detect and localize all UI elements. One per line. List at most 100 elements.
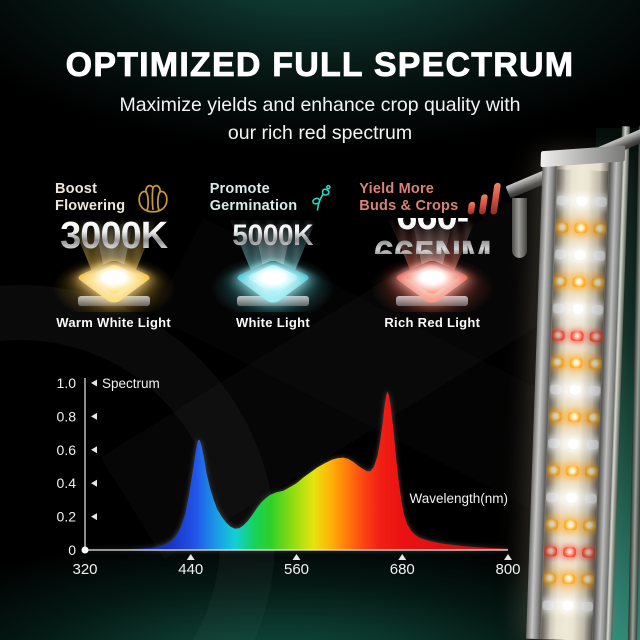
svg-text:Spectrum: Spectrum — [102, 376, 160, 391]
warm-led — [574, 223, 588, 234]
feature-heading: Yield More Buds & Crops — [353, 178, 512, 218]
red-led — [543, 546, 558, 557]
feature-label: Boost Flowering — [55, 181, 125, 215]
led-bar — [526, 145, 626, 640]
warm-led — [553, 276, 567, 287]
led-light-bar-photo — [490, 0, 640, 640]
led-row-white — [552, 303, 604, 316]
warm-led — [561, 573, 576, 585]
warm-led — [548, 411, 562, 422]
led-row-warm — [555, 222, 607, 235]
warm-led — [565, 465, 580, 477]
white-led — [566, 438, 581, 450]
red-led — [570, 330, 584, 342]
led-row-warm — [546, 465, 599, 478]
page-subtitle: Maximize yields and enhance crop quality… — [0, 92, 640, 147]
svg-text:1.0: 1.0 — [57, 375, 77, 391]
spectrum-chart: 0 0.2 0.4 0.6 0.8 1.0 320 440 560 680 800 Spectrum W… — [40, 362, 526, 614]
svg-text:0: 0 — [68, 542, 76, 558]
led-row-white — [556, 195, 608, 208]
warm-led — [546, 465, 561, 476]
white-led — [549, 384, 563, 395]
origin-dot — [81, 546, 89, 554]
warm-led — [586, 412, 600, 424]
white-led — [568, 384, 582, 396]
svg-text:0.6: 0.6 — [57, 442, 77, 458]
svg-text:560: 560 — [284, 561, 309, 578]
led-row-red — [543, 546, 596, 558]
warm-led — [584, 466, 599, 478]
led-row-red — [551, 330, 603, 343]
warm-led — [582, 520, 597, 531]
rising-bars-icon — [468, 182, 502, 215]
svg-text:Wavelength(nm): Wavelength(nm) — [409, 491, 508, 506]
warm-led — [544, 519, 559, 530]
feature-warm-white-3000k: Boost Flowering 3000K — [34, 178, 193, 330]
white-led — [594, 196, 608, 208]
svg-text:440: 440 — [178, 561, 203, 578]
svg-text:0.2: 0.2 — [57, 509, 77, 525]
feature-red-660nm: Yield More Buds & Crops 66 — [353, 178, 512, 330]
red-led — [589, 331, 603, 343]
feature-label: Yield More Buds & Crops — [359, 181, 458, 215]
chip-caption: White Light — [235, 315, 311, 330]
feature-label: Promote Germination — [210, 181, 298, 215]
warm-led — [567, 411, 581, 423]
feature-white-5000k: Promote Germination 5000K — [193, 178, 352, 330]
white-led — [556, 195, 570, 206]
white-led — [545, 492, 560, 503]
warm-led — [550, 357, 564, 368]
white-led — [554, 249, 568, 260]
feature-label-line2: Germination — [209, 198, 298, 214]
spectrum-curve — [85, 391, 508, 550]
white-led — [547, 438, 562, 449]
warm-led — [542, 573, 557, 584]
white-led — [542, 600, 556, 611]
white-led — [590, 304, 604, 316]
warm-led — [572, 277, 586, 288]
led-row-white — [554, 249, 606, 262]
led-chip-red — [353, 220, 512, 312]
warm-led — [593, 223, 607, 235]
svg-text:320: 320 — [72, 561, 97, 578]
feature-heading: Promote Germination — [193, 178, 352, 218]
led-chip-die — [246, 264, 300, 296]
warm-led — [591, 277, 605, 289]
led-row-warm — [542, 573, 595, 585]
led-chip-white — [193, 220, 352, 312]
white-led — [571, 303, 585, 315]
white-led — [552, 303, 566, 314]
svg-text:0.4: 0.4 — [57, 475, 77, 491]
subtitle-line-2: our rich red spectrum — [227, 121, 413, 144]
warm-led — [569, 357, 583, 369]
white-led — [580, 601, 594, 612]
led-chip-die — [86, 264, 141, 296]
feature-label-line2: Flowering — [55, 198, 126, 214]
led-row-warm — [553, 276, 605, 289]
led-row-warm — [544, 519, 597, 531]
color-temp-value: 5000K — [198, 218, 348, 254]
color-temp-value: 3000K — [34, 217, 193, 255]
page-title: OPTIMIZED FULL SPECTRUM — [65, 46, 575, 85]
led-row-warm — [548, 411, 600, 424]
sprout-icon — [312, 184, 331, 211]
white-led — [583, 493, 598, 504]
white-led — [575, 196, 589, 207]
feature-label-line2: Buds & Crops — [359, 198, 459, 214]
red-led — [551, 330, 565, 341]
led-bar-top-cap — [540, 145, 626, 168]
led-row-white — [542, 600, 594, 612]
feature-label-line1: Yield More — [359, 181, 435, 198]
hanging-bracket — [512, 198, 527, 258]
svg-text:800: 800 — [495, 561, 520, 578]
white-led — [561, 600, 575, 612]
warm-led — [555, 222, 569, 233]
chip-caption: Warm White Light — [56, 315, 172, 330]
white-led — [592, 250, 606, 262]
led-row-warm — [550, 357, 602, 370]
tulip-flower-icon — [138, 184, 168, 213]
feature-label-line1: Promote — [209, 181, 270, 198]
feature-heading: Boost Flowering — [34, 178, 193, 218]
white-led — [585, 439, 599, 451]
